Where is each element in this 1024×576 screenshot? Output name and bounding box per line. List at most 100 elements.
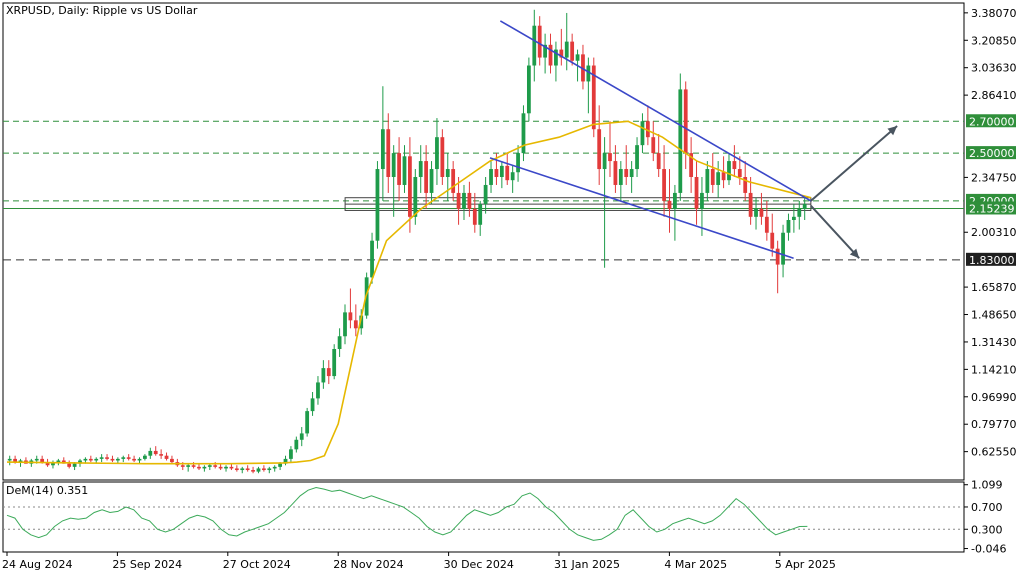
candle-body (694, 177, 699, 209)
bullish-candle (564, 12, 569, 71)
candle-body (240, 468, 245, 471)
candle-body (559, 49, 564, 58)
bullish-candle (478, 200, 483, 236)
bullish-candle (51, 460, 55, 469)
candle-body (51, 462, 55, 466)
bullish-candle (137, 457, 142, 464)
bullish-candle (678, 73, 683, 201)
candle-body (586, 65, 591, 82)
bearish-candle (505, 153, 510, 185)
bullish-candle (316, 376, 320, 405)
candle-body (88, 458, 93, 461)
candle-body (781, 232, 785, 265)
bearish-candle (326, 360, 331, 385)
candle-body (700, 192, 704, 209)
bearish-candle (234, 465, 239, 472)
candle-body (164, 455, 169, 459)
candle-body (186, 465, 191, 467)
bearish-candle (608, 121, 612, 177)
bearish-candle (570, 33, 575, 66)
candle-body (516, 153, 520, 173)
bearish-candle (245, 465, 250, 472)
bearish-candle (624, 145, 629, 185)
candle-body (126, 457, 131, 459)
bearish-candle (229, 463, 234, 471)
candle-body (364, 277, 369, 316)
consolidation-zone (344, 197, 812, 211)
bearish-candle (353, 304, 358, 337)
bullish-candle (700, 177, 704, 236)
candle-body (737, 169, 742, 177)
candle-body (424, 161, 429, 193)
candle-body (732, 161, 737, 170)
forecast-arrowhead-down (849, 248, 860, 259)
moving-average-path (6, 120, 812, 465)
candle-body (451, 169, 456, 193)
bullish-candle (510, 165, 515, 193)
candle-body (278, 463, 283, 467)
candle-body (591, 65, 596, 130)
price-tick-label: 1.48650 (971, 309, 1017, 322)
bearish-candle (656, 134, 661, 177)
bullish-candle (543, 33, 547, 74)
bullish-candle (635, 137, 639, 177)
dem-indicator: 1.099 0.700 0.300 -0.046 (3, 479, 1006, 556)
bearish-candle (251, 466, 255, 474)
candle-body (348, 312, 353, 321)
bullish-candle (483, 177, 488, 214)
forecast-arrows (810, 125, 898, 259)
candle-body (440, 137, 445, 177)
candle-body (748, 192, 753, 217)
level-label-text: 1.83000 (969, 254, 1015, 267)
bullish-candle (267, 466, 272, 474)
bearish-candle (732, 145, 737, 177)
bearish-candle (424, 145, 429, 209)
candle-body (602, 153, 607, 170)
candle-body (705, 169, 710, 193)
candle-body (743, 177, 748, 193)
candle-body (94, 458, 99, 461)
candle-body (180, 465, 185, 467)
bullish-candle (499, 161, 504, 189)
candle-body (294, 439, 299, 450)
time-tick-label: 30 Dec 2024 (444, 558, 514, 571)
bearish-candle (651, 121, 656, 162)
candle-body (353, 320, 358, 329)
bullish-candle (418, 145, 423, 193)
candlestick-series (7, 9, 807, 474)
candle-body (721, 172, 726, 181)
bearish-candle (126, 454, 131, 461)
candle-body (251, 470, 255, 472)
bullish-candle (272, 465, 277, 472)
bullish-candle (797, 200, 802, 230)
candle-body (413, 177, 418, 217)
bullish-candle (462, 184, 466, 220)
candle-body (537, 25, 542, 58)
time-tick-label: 27 Oct 2024 (223, 558, 291, 571)
candle-body (224, 466, 228, 469)
candle-body (7, 458, 12, 461)
bullish-candle (283, 455, 288, 466)
candle-body (326, 368, 331, 377)
price-tick-label: 1.31430 (971, 336, 1017, 349)
candle-body (526, 65, 531, 114)
candle-body (521, 113, 526, 154)
bullish-candle (337, 328, 342, 357)
candle-body (478, 204, 483, 225)
candle-body (554, 49, 558, 66)
bearish-candle (153, 446, 158, 456)
bearish-candle (218, 463, 223, 471)
candle-body (597, 129, 602, 170)
time-tick-label: 25 Sep 2024 (112, 558, 182, 571)
price-axis: 3.38070 3.20850 3.03630 2.86410 2.34750 2.003… (964, 7, 1017, 459)
level-label-box (966, 252, 1016, 266)
bullish-candle (375, 161, 380, 249)
candle-body (764, 216, 769, 233)
candle-body (218, 466, 223, 469)
level-label-box (966, 201, 1016, 215)
bearish-candle (737, 156, 742, 185)
bullish-candle (802, 197, 807, 220)
candle-body (207, 465, 212, 467)
candle-body (375, 169, 380, 241)
